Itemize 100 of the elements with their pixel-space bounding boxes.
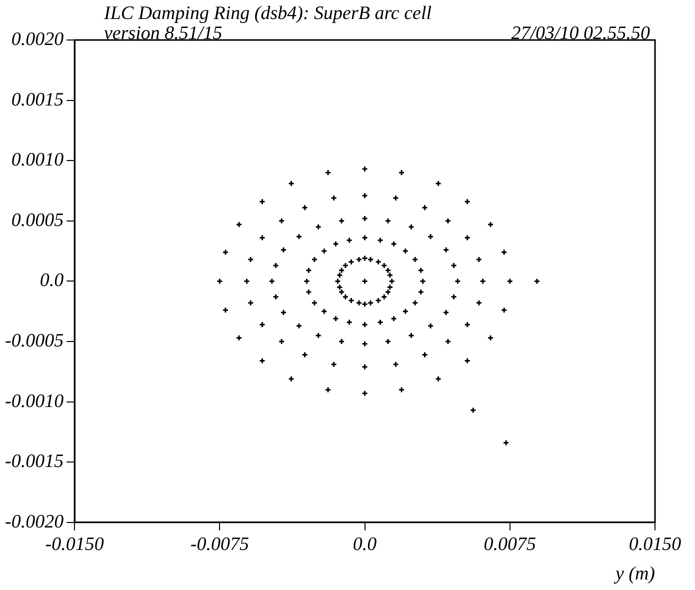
point [418, 267, 424, 274]
point [362, 300, 368, 308]
point [408, 224, 414, 230]
point [258, 198, 266, 205]
y-tick-label: 0.0005 [11, 210, 64, 231]
point [362, 234, 368, 242]
x-tick-label: 0.0 [352, 534, 378, 555]
point [402, 248, 409, 254]
point [367, 256, 374, 263]
point [296, 322, 302, 330]
point [332, 315, 340, 322]
point [244, 278, 250, 284]
point [502, 440, 510, 446]
point [442, 309, 450, 316]
point [315, 224, 322, 230]
point [356, 256, 362, 263]
point [444, 218, 452, 224]
point [268, 278, 276, 284]
point [487, 221, 494, 228]
point [500, 249, 508, 256]
point [450, 262, 458, 269]
point [362, 215, 368, 222]
point [278, 338, 285, 345]
y-tick-label: -0.0005 [5, 330, 64, 352]
point [348, 258, 354, 266]
x-tick-label: 0.0150 [628, 534, 682, 555]
point [258, 358, 266, 364]
point [305, 267, 312, 274]
y-tick-label: -0.0010 [5, 390, 64, 412]
point [390, 315, 398, 322]
point [427, 322, 434, 330]
point [375, 297, 382, 304]
point [272, 262, 280, 269]
point [336, 272, 343, 278]
y-tick-label: 0.0015 [11, 89, 64, 110]
point [377, 318, 384, 326]
chart-subtitle: version 8.51/15 [104, 23, 222, 44]
point [362, 278, 368, 284]
x-tick-label: 0.0075 [484, 534, 536, 555]
point [388, 278, 396, 284]
point [487, 334, 494, 342]
point [390, 240, 398, 248]
point [384, 288, 392, 296]
point [392, 194, 399, 202]
point [377, 236, 384, 244]
point [346, 318, 353, 326]
point [362, 390, 368, 397]
point [247, 300, 254, 306]
point [402, 308, 409, 315]
point [346, 236, 353, 244]
y-tick-label: 0.0010 [11, 150, 64, 171]
point [216, 278, 223, 284]
point [338, 218, 345, 224]
y-tick-label: 0.0 [40, 270, 64, 292]
point [422, 204, 428, 211]
y-tick-label: 0.0020 [11, 29, 64, 50]
point [464, 234, 471, 242]
point [442, 246, 450, 254]
point [222, 249, 229, 256]
point [315, 332, 322, 339]
point [320, 308, 328, 315]
point [367, 300, 374, 306]
point [362, 192, 368, 199]
point [408, 332, 414, 339]
point [464, 358, 471, 364]
point [324, 169, 332, 176]
point [464, 321, 471, 328]
point [247, 256, 254, 263]
point [303, 278, 310, 284]
point [311, 300, 318, 306]
point [384, 338, 392, 345]
point [412, 300, 418, 306]
point [332, 240, 340, 248]
point [258, 321, 266, 328]
point [476, 300, 482, 306]
point [420, 278, 426, 284]
y-tick-label: -0.0015 [5, 451, 64, 472]
point [280, 309, 287, 316]
point [444, 338, 452, 345]
point [384, 218, 392, 224]
point [500, 306, 508, 314]
point [362, 321, 368, 328]
x-axis-title: y (m) [613, 564, 655, 585]
point [464, 198, 471, 205]
point [324, 386, 332, 393]
point [418, 288, 424, 296]
point [422, 352, 428, 358]
point [362, 364, 368, 370]
point [258, 234, 266, 242]
point [380, 294, 388, 300]
point [302, 204, 308, 211]
point [412, 256, 418, 263]
point [476, 256, 482, 263]
point [470, 406, 476, 414]
point [454, 278, 461, 284]
y-tick-label: -0.0020 [5, 511, 64, 532]
point [222, 306, 229, 314]
point [386, 284, 394, 290]
point [288, 376, 295, 382]
point [450, 294, 458, 300]
